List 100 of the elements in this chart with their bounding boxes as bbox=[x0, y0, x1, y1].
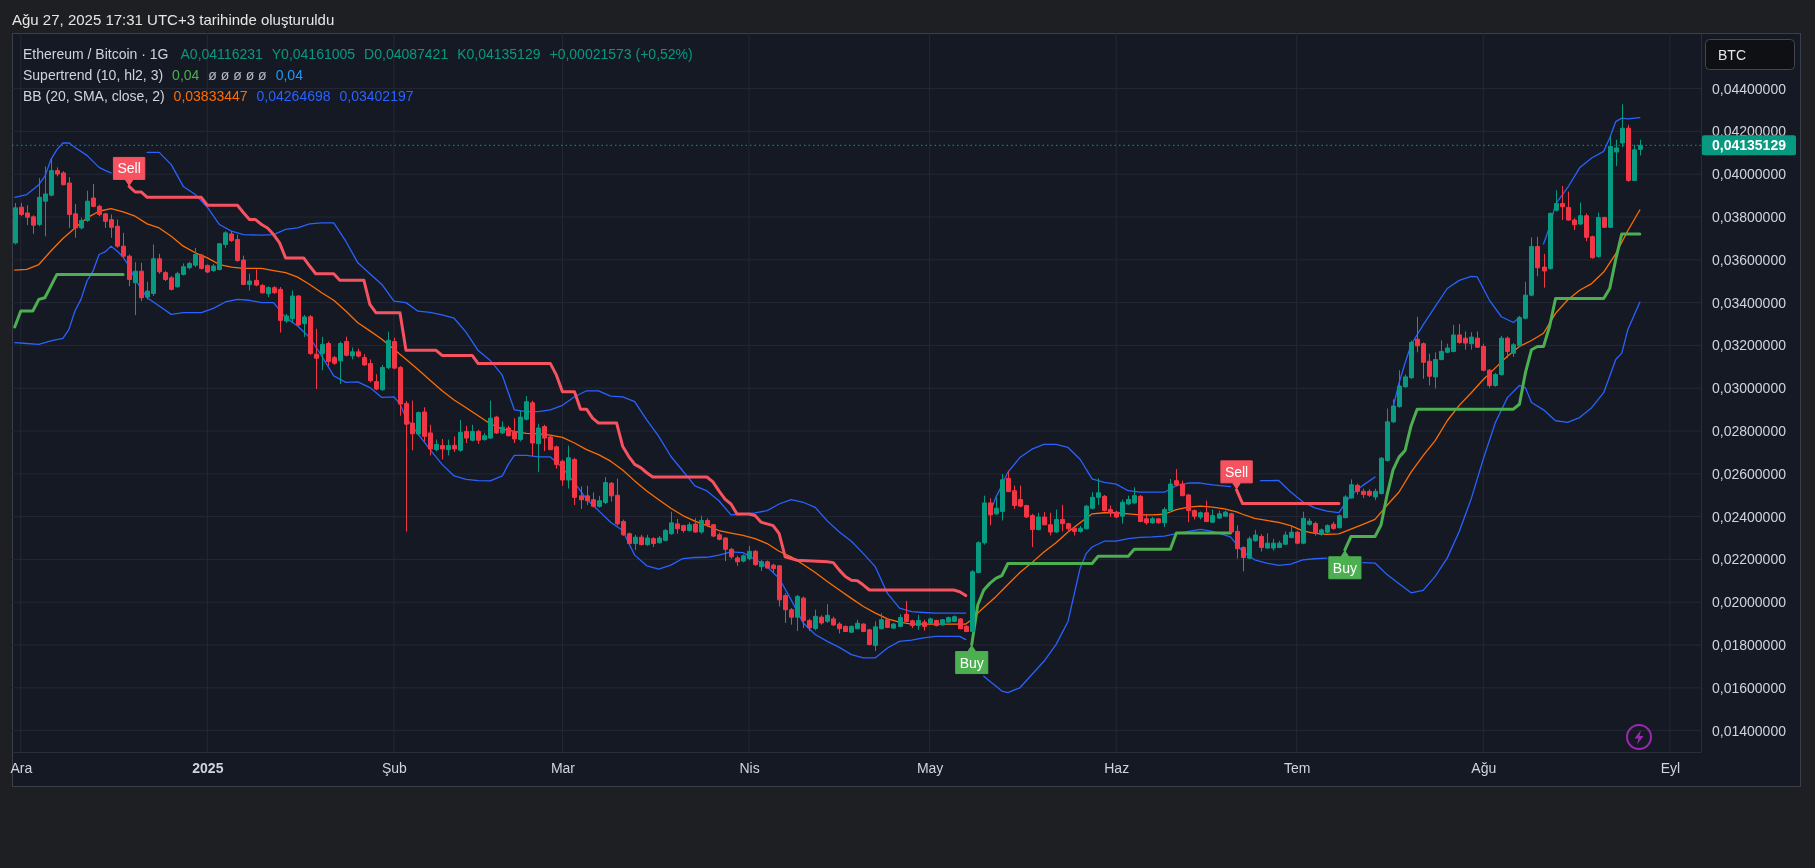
candlestick bbox=[440, 438, 445, 460]
candlestick bbox=[825, 603, 830, 624]
candlestick bbox=[500, 420, 505, 435]
candlestick bbox=[247, 273, 252, 291]
candlestick bbox=[139, 262, 144, 302]
candlestick bbox=[639, 534, 644, 546]
candlestick bbox=[356, 348, 361, 359]
candlestick bbox=[759, 559, 764, 572]
candlestick bbox=[1535, 236, 1540, 277]
candlestick bbox=[296, 294, 301, 327]
candlestick bbox=[735, 555, 740, 567]
candlestick bbox=[566, 445, 571, 490]
candlestick bbox=[1156, 517, 1161, 525]
candlestick bbox=[1198, 510, 1203, 520]
candlestick bbox=[464, 425, 469, 444]
candlestick bbox=[530, 400, 535, 457]
annotation: D0,04087421 bbox=[364, 46, 449, 62]
annotation: A0,04116231 bbox=[180, 46, 263, 62]
annotation: +0,00021573 (+0,52%) bbox=[549, 46, 693, 62]
candlestick bbox=[922, 619, 927, 632]
y-tick-label: 0,03200000 bbox=[1712, 337, 1787, 354]
y-tick-label: 0,02800000 bbox=[1712, 423, 1787, 439]
candlestick bbox=[1602, 216, 1607, 229]
candlestick bbox=[320, 336, 325, 371]
signal-tag: Sell bbox=[1220, 460, 1253, 490]
candlestick bbox=[338, 341, 343, 385]
candlestick bbox=[934, 619, 939, 627]
x-tick-label: Ara bbox=[10, 759, 33, 776]
candlestick bbox=[645, 534, 650, 547]
candlestick bbox=[476, 429, 481, 445]
x-tick-label: Ağu bbox=[1471, 759, 1497, 776]
candlestick bbox=[1626, 124, 1631, 183]
candlestick bbox=[928, 617, 933, 625]
candlestick bbox=[898, 613, 903, 628]
annotation: Buy bbox=[959, 654, 984, 671]
annotation: Sell bbox=[117, 160, 141, 177]
candlestick bbox=[446, 439, 451, 456]
candlestick bbox=[699, 515, 704, 535]
x-tick-label: Tem bbox=[1284, 759, 1311, 776]
annotation: 0,04 bbox=[172, 67, 200, 83]
candlestick bbox=[916, 614, 921, 631]
candlestick bbox=[813, 609, 818, 631]
candlestick bbox=[494, 415, 499, 435]
candlestick bbox=[536, 423, 541, 473]
price-tag: 0,04135129 bbox=[1702, 135, 1796, 156]
y-tick-label: 0,03400000 bbox=[1712, 294, 1787, 311]
signal-tag: Buy bbox=[1328, 550, 1362, 580]
candlestick bbox=[133, 261, 138, 316]
annotation: 0,04264698 bbox=[256, 88, 331, 104]
candlestick bbox=[416, 411, 421, 437]
candlestick bbox=[1259, 533, 1264, 552]
candlestick bbox=[266, 285, 271, 298]
annotation: Sell bbox=[1224, 463, 1249, 480]
x-tick-label: Haz bbox=[1104, 759, 1130, 776]
y-tick-label: 0,04400000 bbox=[1712, 80, 1787, 97]
candlestick bbox=[13, 202, 18, 245]
signal-tag: Buy bbox=[955, 645, 989, 675]
signal-tag: Sell bbox=[112, 156, 146, 186]
candlestick bbox=[302, 314, 307, 338]
annotation: 0,03833447 bbox=[173, 88, 248, 104]
annotation: Y0,04161005 bbox=[271, 46, 356, 62]
candlestick bbox=[885, 617, 890, 629]
candlestick bbox=[1469, 331, 1474, 351]
x-tick-label: Mar bbox=[550, 759, 576, 776]
candlestick bbox=[458, 419, 463, 453]
x-tick-label: Şub bbox=[381, 759, 408, 776]
candlestick bbox=[1054, 509, 1059, 534]
candlestick bbox=[1210, 509, 1215, 524]
candlestick bbox=[651, 536, 656, 548]
candlestick bbox=[314, 328, 319, 390]
currency-button: BTC bbox=[1705, 39, 1795, 70]
x-tick-label: May bbox=[916, 759, 944, 776]
y-tick-label: 0,02200000 bbox=[1712, 551, 1787, 568]
candlestick bbox=[988, 497, 993, 526]
candlestick bbox=[1560, 185, 1565, 221]
annotation: 0,03402197 bbox=[339, 88, 414, 104]
candlestick bbox=[693, 517, 698, 534]
candlestick bbox=[1542, 253, 1547, 289]
x-tick-label: 2025 bbox=[192, 759, 224, 776]
y-tick-label: 0,03000000 bbox=[1712, 380, 1787, 397]
y-tick-label: 0,03600000 bbox=[1712, 251, 1787, 268]
candlestick bbox=[470, 424, 475, 442]
ref-line-label: 0,04135129 bbox=[1712, 137, 1787, 154]
candlestick bbox=[891, 622, 896, 630]
y-tick-label: 0,04000000 bbox=[1712, 166, 1787, 183]
y-tick-label: 0,03800000 bbox=[1712, 209, 1787, 226]
candlestick bbox=[1554, 189, 1559, 212]
candlestick bbox=[795, 594, 800, 632]
y-tick-label: 0,02400000 bbox=[1712, 508, 1787, 525]
candlestick bbox=[308, 314, 313, 356]
candlestick bbox=[1505, 335, 1510, 359]
y-tick-label: 0,01600000 bbox=[1712, 679, 1787, 696]
candlestick bbox=[1578, 201, 1583, 226]
annotation: Supertrend (10, hl2, 3) bbox=[23, 67, 164, 83]
annotation: 0,04 bbox=[275, 67, 304, 83]
candlestick bbox=[1313, 521, 1318, 537]
candlestick bbox=[1295, 530, 1300, 545]
candlestick bbox=[344, 336, 349, 357]
candlestick bbox=[350, 347, 355, 360]
candlestick bbox=[572, 457, 577, 506]
